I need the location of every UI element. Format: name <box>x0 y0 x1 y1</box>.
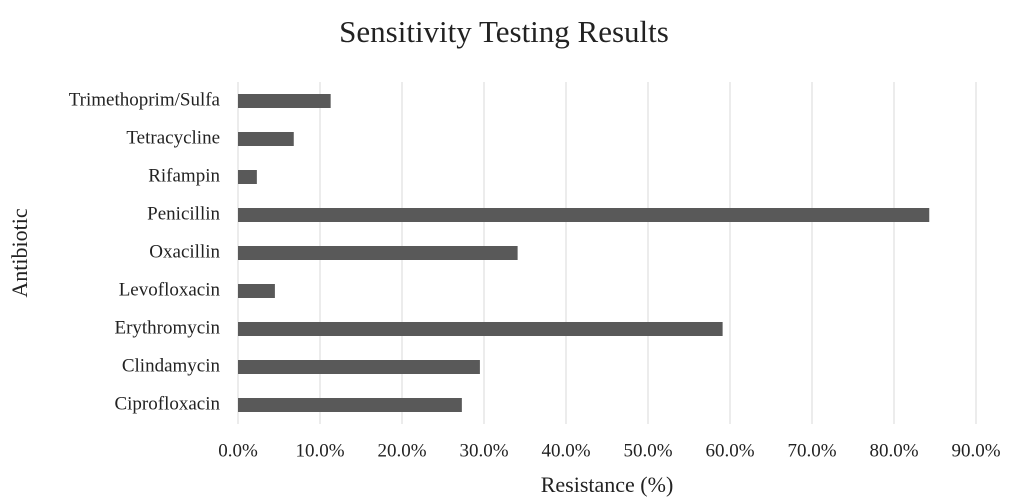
x-tick-label: 10.0% <box>295 440 344 461</box>
bar <box>238 246 518 260</box>
y-tick-label: Clindamycin <box>122 355 221 376</box>
y-axis-title: Antibiotic <box>7 208 32 297</box>
x-tick-label: 20.0% <box>377 440 426 461</box>
y-tick-label: Rifampin <box>148 165 220 186</box>
x-axis-title: Resistance (%) <box>541 472 674 497</box>
bar <box>238 208 930 222</box>
bar <box>238 94 331 108</box>
x-tick-label: 90.0% <box>951 440 1000 461</box>
x-tick-label: 60.0% <box>705 440 754 461</box>
bar <box>238 322 723 336</box>
x-tick-label: 80.0% <box>869 440 918 461</box>
bar <box>238 170 257 184</box>
chart-title: Sensitivity Testing Results <box>339 14 669 49</box>
y-tick-label: Levofloxacin <box>119 279 221 300</box>
x-tick-label: 30.0% <box>459 440 508 461</box>
bar <box>238 398 462 412</box>
x-tick-label: 40.0% <box>541 440 590 461</box>
bar <box>238 284 275 298</box>
bar <box>238 360 480 374</box>
y-tick-label: Ciprofloxacin <box>114 393 220 414</box>
y-tick-label: Tetracycline <box>126 127 220 148</box>
x-tick-label: 50.0% <box>623 440 672 461</box>
y-tick-label: Erythromycin <box>114 317 220 338</box>
bar <box>238 132 294 146</box>
x-tick-label: 70.0% <box>787 440 836 461</box>
y-tick-label: Oxacillin <box>149 241 220 262</box>
x-tick-label: 0.0% <box>218 440 258 461</box>
y-tick-label: Penicillin <box>147 203 220 224</box>
y-tick-label: Trimethoprim/Sulfa <box>69 89 221 110</box>
